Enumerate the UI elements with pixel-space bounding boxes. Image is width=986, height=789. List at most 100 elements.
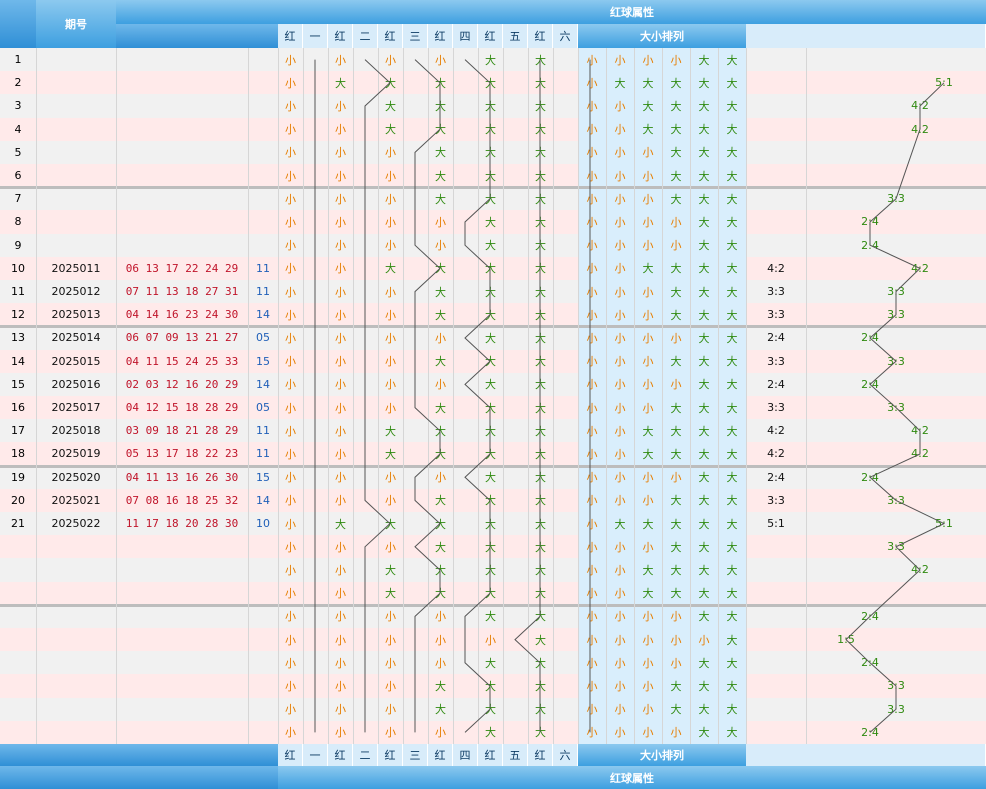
red-balls <box>116 535 248 558</box>
red-balls <box>116 674 248 697</box>
row-index: 13 <box>11 331 25 345</box>
column-divider <box>746 48 747 744</box>
red-balls <box>116 628 248 651</box>
pos-cell <box>353 442 378 465</box>
pos-cell: 大 <box>535 123 546 137</box>
ratio-value <box>746 605 806 628</box>
pos-cell: 小 <box>335 355 346 369</box>
pos-cell <box>553 373 578 396</box>
pos-cell <box>353 187 378 210</box>
pos-cell: 大 <box>485 331 496 345</box>
dx-cell: 大 <box>718 326 746 350</box>
column-divider <box>328 48 329 744</box>
footer-pos-header-5: 三 <box>403 744 428 766</box>
pos-cell: 大 <box>535 355 546 369</box>
red-balls: 02 03 12 16 20 29 <box>125 377 239 391</box>
pos-cell <box>303 373 328 396</box>
issue-number: 2025014 <box>51 331 101 345</box>
pos-cell <box>353 373 378 396</box>
issue-number <box>36 141 116 164</box>
dx-cell: 小 <box>606 210 634 234</box>
row-index <box>0 721 36 744</box>
pos-cell <box>553 605 578 628</box>
footer-pos-header-7: 四 <box>453 744 478 766</box>
pos-cell: 小 <box>335 239 346 253</box>
pos-cell: 小 <box>285 355 296 369</box>
pos-cell: 大 <box>485 123 496 137</box>
issue-number: 2025018 <box>51 424 101 438</box>
dx-cell: 小 <box>606 581 634 605</box>
pos-cell: 大 <box>535 378 546 392</box>
column-divider <box>662 48 663 744</box>
dx-cell: 小 <box>634 465 662 489</box>
dx-cell: 大 <box>690 697 718 721</box>
blue-ball: 05 <box>256 401 270 415</box>
dx-cell: 小 <box>578 187 606 211</box>
pos-cell: 大 <box>485 285 496 299</box>
dx-cell: 小 <box>662 210 690 234</box>
pos-cell <box>403 674 428 697</box>
pos-cell <box>453 698 478 721</box>
footer-ratio-header <box>746 744 986 766</box>
column-divider <box>503 48 504 744</box>
dx-cell: 小 <box>606 94 634 118</box>
pos-cell: 大 <box>535 633 546 647</box>
footer-section-title: 红球属性 <box>278 766 986 789</box>
dx-cell: 大 <box>662 512 690 536</box>
dx-cell: 小 <box>634 674 662 698</box>
row-index <box>0 582 36 605</box>
issue-number <box>36 698 116 721</box>
pos-cell <box>403 512 428 535</box>
dx-cell: 大 <box>662 140 690 164</box>
red-balls <box>116 651 248 674</box>
dx-cell: 大 <box>718 94 746 118</box>
dx-cell: 小 <box>606 419 634 443</box>
pos-cell <box>553 280 578 303</box>
pos-cell <box>453 721 478 744</box>
pos-cell: 大 <box>535 99 546 113</box>
blue-ball <box>248 721 278 744</box>
pos-cell: 大 <box>535 192 546 206</box>
ratio-value: 5:1 <box>767 517 785 531</box>
issue-number <box>36 582 116 605</box>
dx-cell: 大 <box>634 117 662 141</box>
dx-cell: 大 <box>690 604 718 628</box>
pos-cell <box>353 210 378 233</box>
pos-cell <box>353 164 378 187</box>
dx-cell: 小 <box>662 326 690 350</box>
pos-cell <box>353 558 378 581</box>
column-divider <box>403 48 404 744</box>
column-divider <box>303 48 304 744</box>
pos-cell <box>503 558 528 581</box>
dx-cell: 大 <box>718 674 746 698</box>
dx-cell: 小 <box>606 140 634 164</box>
red-balls <box>116 721 248 744</box>
pos-cell <box>403 71 428 94</box>
pos-cell <box>503 234 528 257</box>
ratio-value: 3:3 <box>767 493 785 507</box>
pos-cell <box>403 582 428 605</box>
pos-cell: 大 <box>485 656 496 670</box>
row-index: 16 <box>11 401 25 415</box>
header-blank-bottom <box>116 24 278 48</box>
ratio-trend-value: 3:3 <box>887 401 905 415</box>
pos-cell <box>303 396 328 419</box>
pos-cell: 大 <box>535 494 546 508</box>
ratio-value <box>746 234 806 257</box>
column-divider <box>528 48 529 744</box>
red-balls <box>116 164 248 187</box>
footer-pos-header-11: 六 <box>553 744 578 766</box>
dx-cell: 小 <box>606 187 634 211</box>
pos-header-9: 五 <box>503 24 528 48</box>
pos-cell: 大 <box>485 424 496 438</box>
pos-cell: 大 <box>535 656 546 670</box>
dx-cell: 大 <box>718 117 746 141</box>
dx-cell: 大 <box>662 256 690 280</box>
issue-number: 2025011 <box>51 261 101 275</box>
dx-cell: 小 <box>634 535 662 559</box>
pos-cell: 小 <box>385 703 396 717</box>
dx-cell: 小 <box>634 488 662 512</box>
column-divider <box>116 48 117 744</box>
blue-ball <box>248 94 278 117</box>
pos-cell <box>553 512 578 535</box>
